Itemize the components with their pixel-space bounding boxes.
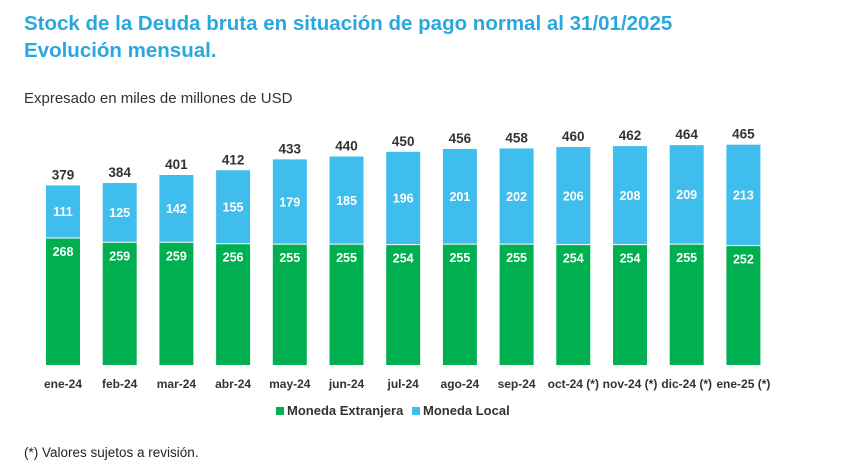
data-label-moneda-extranjera: 255 [676, 251, 697, 265]
data-label-moneda-local: 111 [53, 205, 73, 219]
bar-moneda-local [442, 148, 477, 245]
data-label-total: 401 [165, 157, 188, 172]
bar-moneda-local [46, 185, 80, 239]
data-label-moneda-local: 213 [733, 189, 754, 203]
chart-canvas: 268 111 379 ene-24 259 125 384 feb-24 259 142 401 m… [44, 127, 770, 418]
data-label-moneda-extranjera: 255 [279, 251, 300, 265]
x-tick-label: jun-24 [328, 377, 365, 391]
x-tick-label: ene-25 (*) [716, 377, 770, 391]
data-label-moneda-local: 155 [223, 200, 244, 214]
legend-swatch-moneda-local [412, 407, 420, 415]
data-label-moneda-extranjera: 254 [563, 252, 584, 266]
x-tick-label: mar-24 [157, 377, 197, 391]
data-label-moneda-local: 206 [563, 189, 584, 203]
data-label-total: 384 [108, 165, 131, 180]
bar-moneda-extranjera [669, 244, 704, 365]
data-label-moneda-local: 208 [620, 189, 641, 203]
data-label-moneda-extranjera: 252 [733, 253, 754, 267]
data-label-moneda-local: 209 [676, 188, 697, 202]
legend-swatch-moneda-extranjera [276, 407, 284, 415]
data-label-moneda-extranjera: 255 [506, 251, 527, 265]
bar-moneda-extranjera [726, 245, 761, 365]
data-label-total: 440 [335, 139, 358, 154]
data-label-total: 458 [505, 130, 528, 145]
bar-moneda-extranjera [102, 242, 137, 365]
bar-moneda-local [216, 170, 251, 244]
data-label-moneda-extranjera: 256 [223, 251, 244, 265]
x-tick-label: nov-24 (*) [603, 377, 658, 391]
x-tick-label: feb-24 [102, 377, 138, 391]
bar-moneda-local [669, 145, 704, 245]
bar-moneda-local [272, 159, 307, 245]
data-label-total: 450 [392, 134, 415, 149]
bar-moneda-local [726, 144, 761, 246]
data-label-moneda-local: 201 [449, 190, 470, 204]
bar-moneda-local [102, 183, 137, 243]
bar-moneda-extranjera [272, 244, 307, 365]
bar-moneda-local [556, 147, 591, 245]
legend-label-moneda-extranjera: Moneda Extranjera [287, 403, 404, 418]
x-tick-label: jul-24 [387, 377, 420, 391]
bar-moneda-extranjera [159, 242, 194, 365]
x-tick-label: ago-24 [441, 377, 480, 391]
data-label-moneda-local: 142 [166, 202, 187, 216]
bar-moneda-extranjera [386, 244, 421, 365]
bar-moneda-extranjera [329, 244, 364, 365]
footnote: (*) Valores sujetos a revisión. [24, 445, 199, 460]
bar-moneda-extranjera [613, 244, 647, 365]
data-label-moneda-local: 185 [336, 194, 357, 208]
data-label-total: 456 [449, 131, 472, 146]
x-tick-label: sep-24 [498, 377, 536, 391]
bar-moneda-extranjera [556, 244, 591, 365]
bar-moneda-local [329, 156, 364, 245]
data-label-total: 464 [675, 127, 698, 142]
bar-moneda-extranjera [499, 244, 534, 365]
data-label-moneda-local: 179 [279, 195, 300, 209]
data-label-moneda-extranjera: 268 [53, 245, 74, 259]
data-label-total: 412 [222, 152, 245, 167]
legend-label-moneda-local: Moneda Local [423, 403, 510, 418]
data-label-moneda-local: 125 [109, 206, 130, 220]
data-label-moneda-extranjera: 259 [166, 249, 187, 263]
title-line-1: Stock de la Deuda bruta en situación de … [24, 12, 673, 35]
data-label-moneda-extranjera: 255 [449, 251, 470, 265]
data-label-total: 460 [562, 129, 585, 144]
bar-moneda-extranjera [46, 238, 80, 365]
data-label-moneda-extranjera: 254 [620, 252, 641, 266]
chart-title: Stock de la Deuda bruta en situación de … [24, 10, 824, 64]
data-label-moneda-local: 196 [393, 192, 414, 206]
title-line-2: Evolución mensual. [24, 39, 217, 62]
data-label-total: 433 [279, 141, 302, 156]
data-label-total: 462 [619, 128, 642, 143]
bar-moneda-extranjera [442, 244, 477, 365]
x-tick-label: may-24 [269, 377, 311, 391]
x-tick-label: abr-24 [215, 377, 251, 391]
bar-moneda-extranjera [216, 243, 251, 365]
x-tick-label: ene-24 [44, 377, 82, 391]
data-label-moneda-extranjera: 259 [109, 249, 130, 263]
x-tick-label: dic-24 (*) [661, 377, 712, 391]
data-label-moneda-local: 202 [506, 190, 527, 204]
data-label-moneda-extranjera: 255 [336, 251, 357, 265]
bar-moneda-local [499, 148, 534, 245]
bar-moneda-local [386, 151, 421, 245]
data-label-moneda-extranjera: 254 [393, 252, 414, 266]
data-label-total: 379 [52, 167, 75, 182]
chart-subtitle: Expresado en miles de millones de USD [24, 90, 293, 107]
bar-moneda-local [613, 146, 647, 245]
x-tick-label: oct-24 (*) [548, 377, 599, 391]
bar-moneda-local [159, 175, 194, 243]
data-label-total: 465 [732, 127, 755, 142]
